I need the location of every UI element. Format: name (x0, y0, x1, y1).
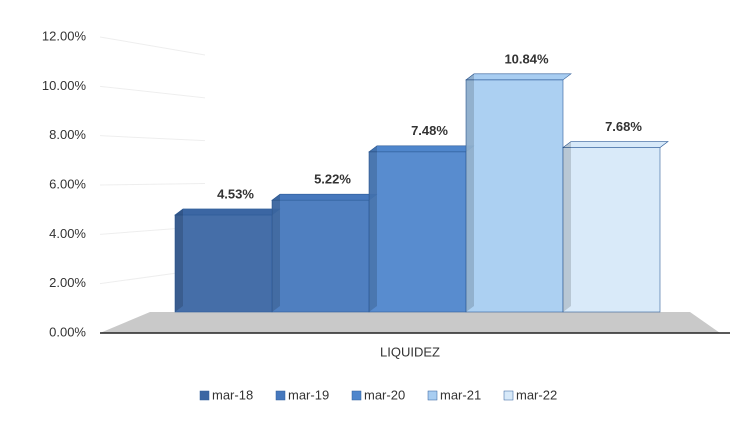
x-tick-label: LIQUIDEZ (380, 344, 440, 359)
legend-swatch (427, 390, 438, 401)
y-tick-label: 0.00% (49, 324, 86, 339)
bar (465, 73, 572, 313)
legend-label: mar-19 (288, 387, 329, 402)
bar (368, 145, 475, 313)
grid-line (99, 85, 206, 99)
data-label: 10.84% (504, 51, 549, 66)
legend-swatch (503, 390, 514, 401)
legend-swatch (275, 390, 286, 401)
data-label: 7.68% (605, 119, 642, 134)
data-label: 4.53% (217, 186, 254, 201)
legend-label: mar-22 (516, 387, 557, 402)
bar (562, 141, 669, 313)
grid-line (99, 36, 206, 56)
y-tick-label: 12.00% (42, 28, 87, 43)
grid-line (99, 135, 206, 142)
floor (100, 312, 720, 333)
legend-label: mar-21 (440, 387, 481, 402)
legend-swatch (199, 390, 210, 401)
y-tick-label: 6.00% (49, 176, 86, 191)
bar (271, 193, 378, 313)
data-label: 5.22% (314, 172, 351, 187)
bar (174, 208, 281, 313)
legend-swatch (351, 390, 362, 401)
data-label: 7.48% (411, 123, 448, 138)
legend-label: mar-18 (212, 387, 253, 402)
grid-line (99, 183, 206, 186)
legend-label: mar-20 (364, 387, 405, 402)
y-tick-label: 2.00% (49, 275, 86, 290)
y-tick-label: 4.00% (49, 226, 86, 241)
y-tick-label: 10.00% (42, 78, 87, 93)
y-tick-label: 8.00% (49, 127, 86, 142)
